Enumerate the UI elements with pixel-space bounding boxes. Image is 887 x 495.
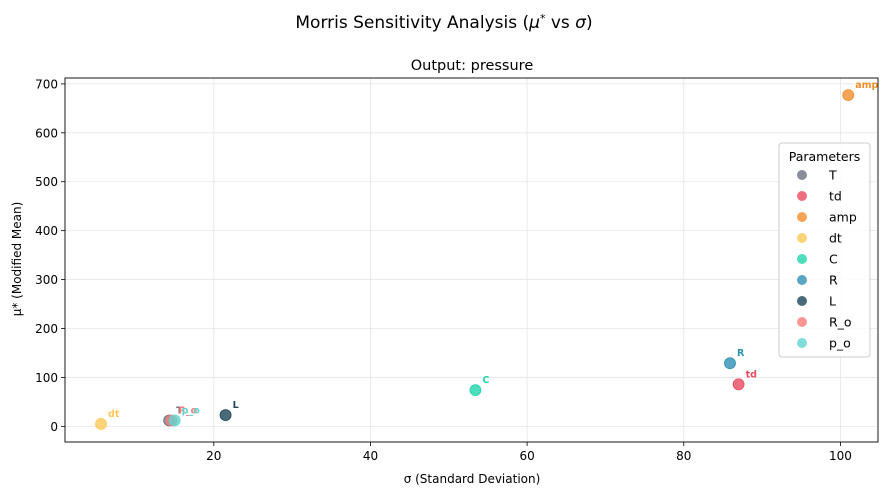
point-label-r: R bbox=[737, 348, 745, 359]
points-layer bbox=[95, 89, 855, 430]
data-point-r bbox=[724, 357, 736, 370]
y-tick-label: 700 bbox=[35, 77, 58, 91]
legend-marker-amp bbox=[797, 212, 807, 222]
x-tick-label: 40 bbox=[363, 449, 378, 463]
legend-label-r: R bbox=[829, 273, 838, 288]
legend-label-dt: dt bbox=[829, 231, 842, 246]
x-tick-label: 80 bbox=[676, 449, 691, 463]
data-point-c bbox=[469, 384, 482, 397]
point-label-dt: dt bbox=[108, 409, 120, 420]
point-label-p-o: p_o bbox=[182, 405, 201, 416]
x-tick-label: 60 bbox=[519, 449, 534, 463]
point-label-c: C bbox=[482, 375, 489, 386]
legend-marker-c bbox=[797, 254, 807, 264]
ticks-layer: 20 40 60 80 100 0 100 200 300 400 500 600 700 bbox=[35, 77, 852, 463]
x-tick-label: 100 bbox=[829, 449, 852, 463]
point-label-r-o: R_o bbox=[179, 405, 198, 416]
y-tick-label: 300 bbox=[35, 273, 58, 287]
legend-marker-dt bbox=[797, 233, 807, 243]
legend-label-l: L bbox=[829, 294, 836, 309]
data-point-td bbox=[732, 378, 745, 391]
plot-frame bbox=[64, 77, 879, 443]
legend-marker-t bbox=[797, 170, 807, 180]
legend-marker-r bbox=[797, 275, 807, 285]
legend-label-r-o: R_o bbox=[829, 315, 852, 330]
data-point-amp bbox=[842, 89, 855, 102]
point-label-t: T bbox=[176, 405, 183, 416]
legend-items: Ttd amp dt CRL R_o p_o bbox=[797, 168, 857, 351]
y-tick-label: 200 bbox=[35, 322, 58, 336]
data-point-p-o bbox=[168, 414, 181, 427]
legend-label-t: T bbox=[828, 168, 837, 183]
x-axis-label: σ (Standard Deviation) bbox=[404, 472, 541, 486]
legend-label-td: td bbox=[829, 189, 842, 204]
point-label-td: td bbox=[746, 369, 757, 380]
y-tick-label: 100 bbox=[35, 371, 58, 385]
chart-title: Output: pressure bbox=[411, 58, 534, 74]
x-tick-label: 20 bbox=[206, 449, 221, 463]
y-axis-label: μ* (Modified Mean) bbox=[10, 202, 24, 317]
point-label-l: L bbox=[233, 400, 239, 411]
legend-marker-r-o bbox=[797, 317, 807, 327]
legend-marker-p-o bbox=[797, 338, 807, 348]
legend-label-c: C bbox=[829, 252, 838, 267]
y-tick-label: 600 bbox=[35, 126, 58, 140]
chart-suptitle: Morris Sensitivity Analysis (μ* vs σ) bbox=[295, 12, 592, 34]
legend-label-amp: amp bbox=[829, 210, 857, 225]
grid-layer bbox=[65, 78, 878, 442]
y-tick-label: 0 bbox=[50, 420, 58, 434]
legend-box bbox=[778, 142, 871, 358]
data-point-l bbox=[219, 409, 232, 421]
data-point-dt bbox=[95, 417, 107, 430]
y-tick-label: 400 bbox=[35, 224, 58, 238]
point-label-amp: amp bbox=[855, 80, 878, 91]
legend-title: Parameters bbox=[789, 149, 861, 164]
legend-marker-l bbox=[797, 296, 807, 306]
legend-label-p-o: p_o bbox=[829, 336, 851, 351]
legend-marker-td bbox=[797, 191, 807, 201]
legend: Parameters Ttd amp dt CRL R_o p_o bbox=[778, 142, 871, 358]
y-tick-label: 500 bbox=[35, 175, 58, 189]
